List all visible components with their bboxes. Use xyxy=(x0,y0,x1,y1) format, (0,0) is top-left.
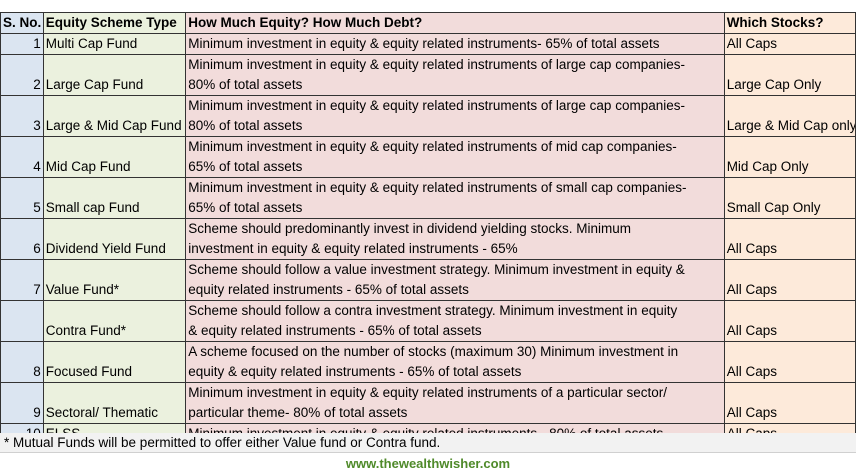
cell-which-stocks[interactable]: All Caps xyxy=(723,33,856,55)
cell-which-stocks[interactable]: All Caps xyxy=(723,341,856,383)
cell-equity-debt[interactable]: Minimum investment in equity & equity re… xyxy=(185,136,725,178)
cell-sno[interactable]: 3 xyxy=(0,95,44,137)
cell-sno[interactable]: 4 xyxy=(0,136,44,178)
cell-scheme-type[interactable]: Dividend Yield Fund xyxy=(42,218,187,260)
cell-which-stocks[interactable]: Small Cap Only xyxy=(723,177,856,219)
table-row: 1 Multi Cap Fund Minimum investment in equ… xyxy=(0,33,856,55)
cell-text-line: & equity related instruments - 65% of to… xyxy=(188,323,482,338)
cell-scheme-type[interactable]: Large Cap Fund xyxy=(42,54,187,96)
header-which-stocks: Which Stocks? xyxy=(723,12,856,34)
website-link[interactable]: www.thewealthwisher.com xyxy=(345,456,511,471)
cell-equity-debt[interactable]: Minimum investment in equity & equity re… xyxy=(185,54,725,96)
cell-which-stocks[interactable]: All Caps xyxy=(723,218,856,260)
cell-equity-debt[interactable]: Scheme should predominantly invest in di… xyxy=(185,218,725,260)
cell-sno[interactable]: 8 xyxy=(0,341,44,383)
cell-text-line: 65% of total assets xyxy=(188,159,303,174)
cell-which-stocks[interactable]: Large Cap Only xyxy=(723,54,856,96)
cell-text-line: investment in equity & equity related in… xyxy=(188,241,518,256)
cell-equity-debt[interactable]: Minimum investment in equity & equity re… xyxy=(185,382,725,424)
cell-text-line: particular theme- 80% of total assets xyxy=(188,405,408,420)
cell-equity-debt[interactable]: Minimum investment in equity & equity re… xyxy=(185,95,725,137)
cell-sno[interactable]: 2 xyxy=(0,54,44,96)
equity-scheme-table: S. No. Equity Scheme Type How Much Equit… xyxy=(0,12,856,445)
cell-equity-debt[interactable]: Scheme should follow a value investment … xyxy=(185,259,725,301)
table-row: 6 Dividend Yield Fund Scheme should predom… xyxy=(0,218,856,260)
table-row: 4 Mid Cap Fund Minimum investment in equit… xyxy=(0,136,856,178)
table-body: 1 Multi Cap Fund Minimum investment in equ… xyxy=(0,33,856,445)
cell-text-line: Minimum investment in equity & equity re… xyxy=(188,385,667,400)
table-row: 8 Focused Fund A scheme focused on the num… xyxy=(0,341,856,383)
cell-scheme-type[interactable]: Mid Cap Fund xyxy=(42,136,187,178)
cell-scheme-type[interactable]: Multi Cap Fund xyxy=(42,33,187,55)
cell-text-line: Minimum investment in equity & equity re… xyxy=(188,57,685,72)
table-row: Contra Fund* Scheme should follow a contr… xyxy=(0,300,856,342)
cell-scheme-type[interactable]: Contra Fund* xyxy=(42,300,187,342)
header-equity-debt: How Much Equity? How Much Debt? xyxy=(185,12,725,34)
cell-equity-debt[interactable]: Minimum investment in equity & equity re… xyxy=(185,177,725,219)
cell-scheme-type[interactable]: Small cap Fund xyxy=(42,177,187,219)
cell-text-line: 80% of total assets xyxy=(188,118,303,133)
cell-sno[interactable]: 5 xyxy=(0,177,44,219)
cell-which-stocks[interactable]: All Caps xyxy=(723,259,856,301)
cell-text-line: Minimum investment in equity & equity re… xyxy=(188,180,687,195)
header-sno: S. No. xyxy=(0,12,44,34)
cell-text-line: Minimum investment in equity & equity re… xyxy=(188,98,685,113)
header-scheme-type: Equity Scheme Type xyxy=(42,12,187,34)
cell-scheme-type[interactable]: Sectoral/ Thematic xyxy=(42,382,187,424)
cell-scheme-type[interactable]: Focused Fund xyxy=(42,341,187,383)
table-row: 2 Large Cap Fund Minimum investment in equ… xyxy=(0,54,856,96)
cell-text-line: Scheme should predominantly invest in di… xyxy=(188,221,631,236)
cell-text-line: Minimum investment in equity & equity re… xyxy=(188,139,677,154)
cell-which-stocks[interactable]: Mid Cap Only xyxy=(723,136,856,178)
cell-sno[interactable]: 1 xyxy=(0,33,44,55)
cell-equity-debt[interactable]: A scheme focused on the number of stocks… xyxy=(185,341,725,383)
cell-text-line: Minimum investment in equity & equity re… xyxy=(188,36,660,51)
footnote: * Mutual Funds will be permitted to offe… xyxy=(0,433,856,453)
cell-text-line: equity related instruments - 65% of tota… xyxy=(188,282,469,297)
cell-which-stocks[interactable]: All Caps xyxy=(723,382,856,424)
cell-text-line: Scheme should follow a contra investment… xyxy=(188,303,678,318)
cell-which-stocks[interactable]: Large & Mid Cap only xyxy=(723,95,856,137)
table-row: 5 Small cap Fund Minimum investment in equ… xyxy=(0,177,856,219)
table-row: 3 Large & Mid Cap Fund Minimum investment … xyxy=(0,95,856,137)
cell-text-line: equity & equity related instruments - 65… xyxy=(188,364,522,379)
cell-text-line: Scheme should follow a value investment … xyxy=(188,262,685,277)
cell-equity-debt[interactable]: Minimum investment in equity & equity re… xyxy=(185,33,725,55)
cell-sno[interactable]: 9 xyxy=(0,382,44,424)
cell-scheme-type[interactable]: Large & Mid Cap Fund xyxy=(42,95,187,137)
cell-equity-debt[interactable]: Scheme should follow a contra investment… xyxy=(185,300,725,342)
table-row: 9 Sectoral/ Thematic Minimum investment in… xyxy=(0,382,856,424)
cell-text-line: 80% of total assets xyxy=(188,77,303,92)
cell-which-stocks[interactable]: All Caps xyxy=(723,300,856,342)
header-row: S. No. Equity Scheme Type How Much Equit… xyxy=(0,12,856,34)
table-row: 7 Value Fund* Scheme should follow a value… xyxy=(0,259,856,301)
cell-sno[interactable] xyxy=(0,300,44,342)
cell-sno[interactable]: 6 xyxy=(0,218,44,260)
cell-scheme-type[interactable]: Value Fund* xyxy=(42,259,187,301)
cell-text-line: A scheme focused on the number of stocks… xyxy=(188,344,679,359)
cell-text-line: 65% of total assets xyxy=(188,200,303,215)
cell-sno[interactable]: 7 xyxy=(0,259,44,301)
